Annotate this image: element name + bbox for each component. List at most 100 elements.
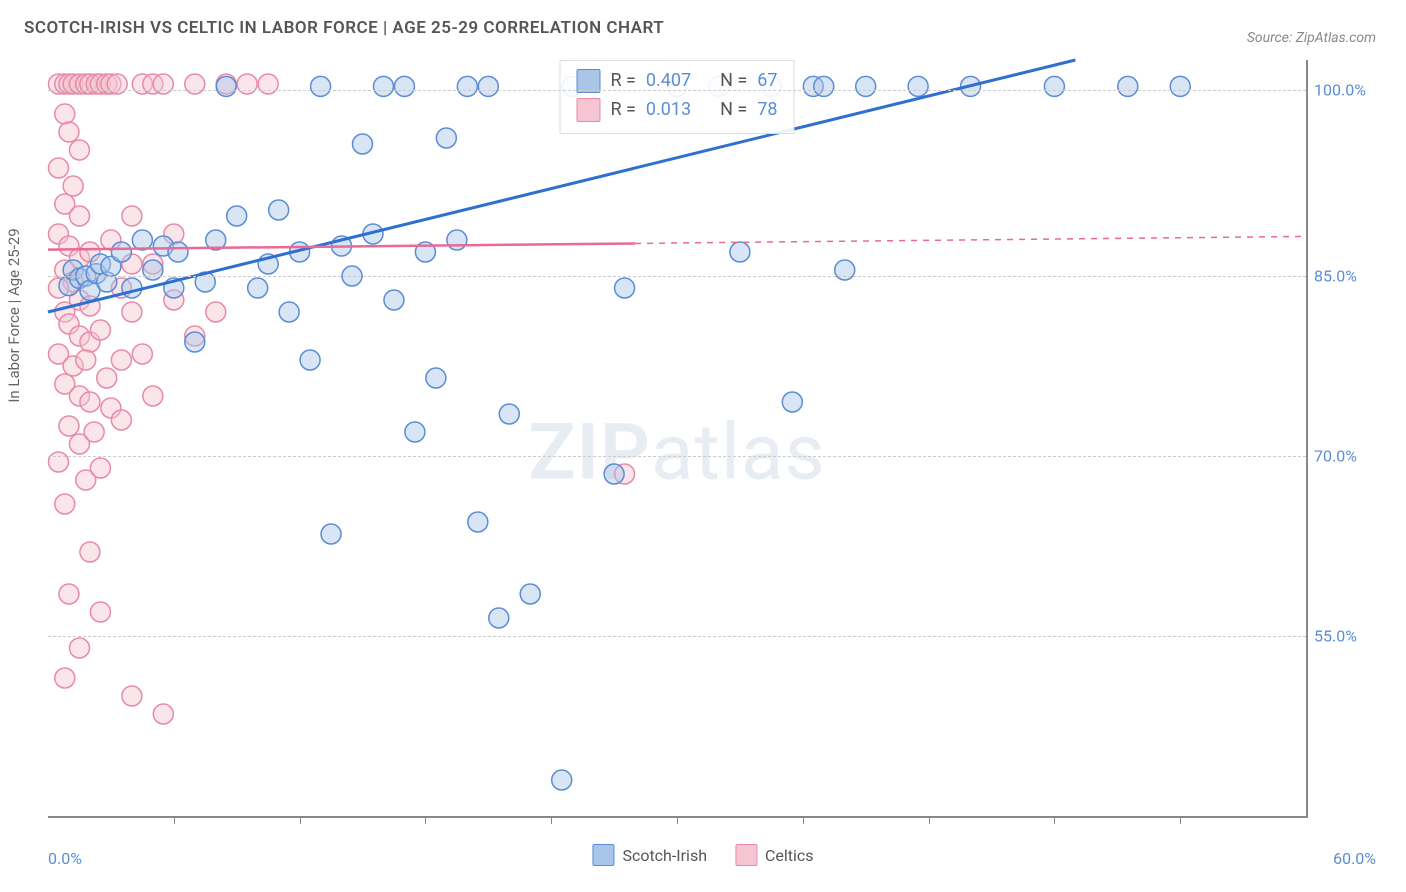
stat-swatch-celtics [576,98,600,122]
scatter-point [814,76,834,96]
scatter-point [279,302,299,322]
x-tick [929,816,930,824]
plot-area: ZIPatlas R = 0.407 N = 67 R = 0.013 N = … [48,60,1308,818]
scatter-point [55,104,75,124]
scatter-point [63,176,83,196]
scatter-point [122,278,142,298]
legend-label-celtics: Celtics [765,846,814,865]
scatter-point [227,206,247,226]
scatter-point [59,416,79,436]
legend: Scotch-Irish Celtics [592,844,813,866]
chart-container: SCOTCH-IRISH VS CELTIC IN LABOR FORCE | … [0,0,1406,892]
scatter-point [107,74,127,94]
scatter-point [321,524,341,544]
scatter-plot-svg [48,60,1306,816]
x-tick [803,816,804,824]
scatter-point [90,320,110,340]
scatter-point [478,76,498,96]
scatter-point [373,76,393,96]
scatter-point [216,76,236,96]
scatter-point [90,458,110,478]
gridline-h [48,456,1306,457]
x-tick [425,816,426,824]
scatter-point [90,602,110,622]
legend-swatch-celtics [735,844,757,866]
scatter-point [80,542,100,562]
stat-r-label-1: R = [610,96,635,125]
scatter-point [384,290,404,310]
x-tick [551,816,552,824]
x-range-min: 0.0% [48,849,82,868]
x-tick [1054,816,1055,824]
x-tick [1180,816,1181,824]
scatter-point [436,128,456,148]
scatter-point [111,242,131,262]
scatter-point [457,76,477,96]
scatter-point [143,386,163,406]
scatter-point [55,494,75,514]
scatter-point [69,638,89,658]
scatter-point [132,230,152,250]
scatter-point [143,260,163,280]
scatter-point [48,452,68,472]
scatter-point [80,392,100,412]
scatter-point [353,134,373,154]
x-tick [300,816,301,824]
x-tick [174,816,175,824]
scatter-point [237,74,257,94]
stat-n-value-1: 78 [757,96,777,125]
scatter-point [153,74,173,94]
stat-n-label-0: N = [720,67,747,96]
x-range-max: 60.0% [1333,849,1376,868]
gridline-h [48,276,1306,277]
scatter-point [468,512,488,532]
scatter-point [1170,76,1190,96]
legend-item-scotch-irish: Scotch-Irish [592,844,707,866]
stat-row-scotch-irish: R = 0.407 N = 67 [576,67,777,96]
scatter-point [730,242,750,262]
y-tick-label: 100.0% [1314,81,1394,100]
scatter-point [835,260,855,280]
legend-swatch-scotch-irish [592,844,614,866]
scatter-point [59,584,79,604]
scatter-point [394,76,414,96]
scatter-point [248,278,268,298]
scatter-point [405,422,425,442]
scatter-point [447,230,467,250]
legend-label-scotch-irish: Scotch-Irish [622,846,707,865]
scatter-point [269,200,289,220]
scatter-point [55,668,75,688]
scatter-point [552,770,572,790]
stat-r-label-0: R = [610,67,635,96]
scatter-point [168,242,188,262]
y-axis-label: In Labor Force | Age 25-29 [5,228,23,402]
scatter-point [69,206,89,226]
scatter-point [499,404,519,424]
stat-r-value-1: 0.013 [646,96,691,125]
scatter-point [604,464,624,484]
scatter-point [122,686,142,706]
scatter-point [132,344,152,364]
scatter-point [48,158,68,178]
scatter-point [69,140,89,160]
stat-n-value-0: 67 [757,67,777,96]
scatter-point [84,422,104,442]
stat-row-celtics: R = 0.013 N = 78 [576,96,777,125]
x-tick [677,816,678,824]
scatter-point [1044,76,1064,96]
trend-line-dashed [635,236,1306,243]
scatter-point [59,122,79,142]
scatter-point [122,302,142,322]
scatter-point [111,350,131,370]
stat-n-label-1: N = [720,96,747,125]
stat-r-value-0: 0.407 [646,67,691,96]
scatter-point [311,76,331,96]
correlation-stats-box: R = 0.407 N = 67 R = 0.013 N = 78 [559,60,794,134]
scatter-point [1118,76,1138,96]
scatter-point [258,74,278,94]
scatter-point [122,206,142,226]
scatter-point [782,392,802,412]
scatter-point [489,608,509,628]
gridline-h [48,90,1306,91]
scatter-point [856,76,876,96]
